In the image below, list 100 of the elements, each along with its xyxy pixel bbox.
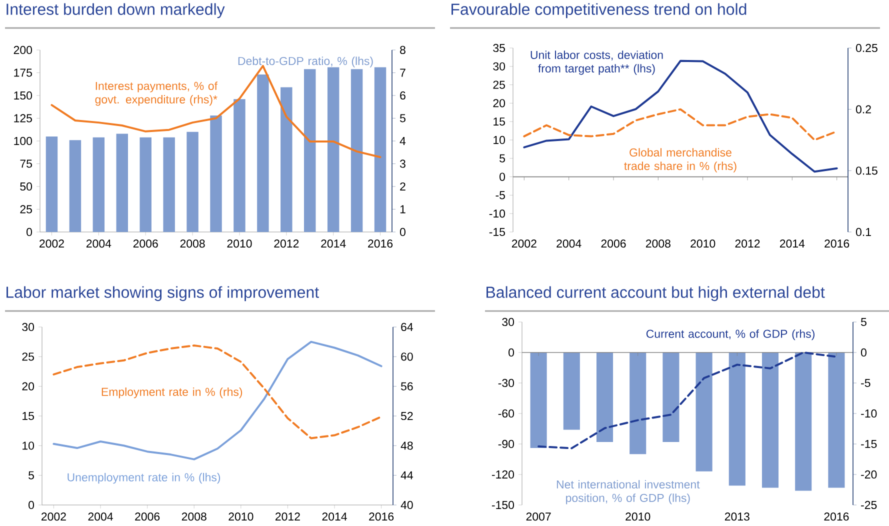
y2-tick-label: 60	[401, 352, 413, 361]
bar	[46, 136, 58, 232]
y2-tick-label: 5	[860, 318, 866, 326]
y2-tick-label: 64	[401, 322, 413, 332]
y-tick-label: 100	[14, 136, 32, 146]
y-tick-label: 10	[22, 442, 34, 450]
chart-title: Favourable competitiveness trend on hold	[452, 3, 746, 18]
y2-tick-label: 0.1	[856, 228, 871, 236]
y2-tick-label: 6	[400, 91, 406, 100]
x-tick-label: 2006	[135, 512, 160, 521]
x-tick-label: 2010	[227, 240, 252, 248]
y2-tick-label: 0.2	[856, 105, 871, 114]
y2-tick-label: -20	[861, 470, 877, 479]
x-tick-label: 2008	[180, 240, 205, 248]
series-label: Unit labor costs, deviation from target path** (lhs)	[530, 50, 663, 75]
x-tick-label: 2010	[690, 240, 716, 248]
x-tick-label: 2002	[42, 512, 66, 521]
x-tick-label: 2006	[601, 240, 626, 248]
y2-tick-label: 44	[400, 471, 413, 480]
series-label: Global merchandise trade share in % (rhs)	[624, 148, 736, 172]
x-tick-label: 2012	[274, 240, 299, 248]
y-tick-label: 20	[493, 99, 506, 108]
y-tick-label: 0	[508, 348, 514, 357]
y-tick-label: 15	[22, 412, 34, 420]
y2-tick-label: 4	[400, 137, 406, 145]
y-tick-label: 15	[494, 118, 505, 126]
y-tick-label: -60	[498, 409, 514, 418]
y-tick-label: 5	[500, 154, 505, 162]
y2-tick-label: 0.15	[856, 166, 878, 175]
y2-tick-label: 7	[400, 68, 406, 77]
y2-tick-label: -10	[861, 409, 877, 418]
y2-tick-label: 0	[400, 228, 406, 236]
y2-tick-label: 48	[400, 442, 413, 450]
y-tick-label: -90	[498, 440, 514, 448]
series-label: Current account, % of GDP (rhs)	[646, 329, 814, 340]
x-tick-label: 2016	[368, 240, 393, 248]
y-tick-label: 0	[500, 172, 506, 181]
y-tick-label: -10	[489, 210, 506, 218]
y-tick-label: 0	[26, 228, 32, 236]
y2-tick-label: 52	[400, 412, 413, 420]
y-tick-label: -30	[498, 378, 514, 388]
x-tick-label: 2002	[40, 240, 64, 248]
x-tick-label: 2008	[646, 240, 670, 248]
y2-tick-label: 0	[860, 348, 866, 357]
y2-tick-label: 8	[400, 46, 406, 54]
chart-title: Balanced current account but high external debt	[486, 286, 825, 302]
y2-tick-label: 56	[400, 382, 413, 390]
y2-tick-label: 1	[400, 205, 406, 214]
bar	[140, 137, 152, 232]
bar	[374, 67, 386, 232]
y-tick-label: -120	[492, 470, 514, 479]
x-tick-label: 2014	[780, 240, 805, 248]
series-label: Employment rate in % (rhs)	[102, 387, 242, 398]
x-tick-label: 2016	[824, 240, 850, 248]
y-tick-label: 75	[20, 160, 32, 168]
x-tick-label: 2016	[369, 512, 394, 521]
x-tick-label: 2016	[824, 512, 849, 521]
x-tick-label: 2004	[86, 240, 112, 248]
y2-tick-label: 0.25	[856, 44, 878, 52]
y-tick-label: 20	[22, 382, 34, 390]
y-tick-label: 125	[14, 114, 32, 122]
y-tick-label: 5	[28, 471, 34, 480]
y-tick-label: 150	[14, 91, 32, 100]
y-tick-label: 200	[14, 46, 32, 54]
bar	[163, 137, 175, 232]
y-tick-label: 50	[20, 182, 32, 191]
y-tick-label: 10	[494, 136, 506, 144]
x-tick-label: 2012	[275, 512, 300, 521]
y-tick-label: 175	[14, 68, 32, 77]
bar	[210, 116, 222, 232]
y-tick-label: 30	[22, 322, 34, 332]
text: Unemployment rate in % (lhs)	[68, 472, 220, 484]
x-tick-label: 2004	[88, 512, 113, 521]
y2-tick-label: 3	[400, 160, 406, 168]
y-tick-label: -5	[496, 191, 505, 200]
y2-tick-label: -5	[861, 378, 870, 387]
y2-tick-label: 5	[400, 114, 406, 122]
y-tick-label: 25	[22, 352, 34, 361]
line-series	[523, 60, 838, 173]
x-tick-label: 2012	[735, 240, 760, 248]
y-tick-label: 25	[493, 80, 505, 89]
bar	[304, 69, 316, 232]
y-tick-label: 25	[20, 205, 32, 214]
bar	[350, 69, 363, 232]
bar	[327, 67, 340, 232]
line-series	[52, 344, 382, 440]
bar	[116, 134, 128, 232]
bar	[234, 99, 246, 232]
x-tick-label: 2010	[626, 512, 650, 521]
bar	[257, 74, 269, 232]
bar	[186, 132, 198, 232]
y-tick-label: 30	[493, 62, 506, 70]
chart-title: Labor market showing signs of improvement	[6, 286, 319, 302]
y2-tick-label: -25	[861, 500, 877, 510]
y-tick-label: -150	[492, 500, 514, 510]
x-tick-label: 2008	[182, 512, 206, 521]
line-series	[52, 340, 382, 460]
x-tick-label: 2010	[228, 512, 254, 521]
y-tick-label: 35	[493, 44, 505, 52]
y-tick-label: 30	[502, 318, 514, 326]
